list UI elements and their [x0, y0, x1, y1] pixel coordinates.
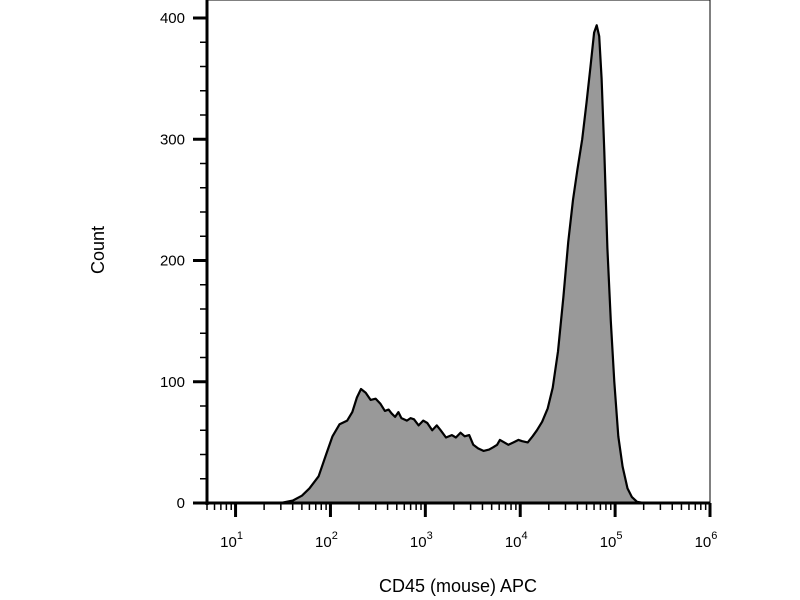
- x-tick-label: 101: [220, 530, 243, 551]
- y-tick-label: 300: [160, 131, 185, 148]
- histogram-fill: [280, 25, 644, 504]
- x-tick-label: 103: [410, 530, 433, 551]
- y-axis: 0 100 200 300 400: [160, 0, 209, 512]
- x-tick-label: 105: [600, 530, 623, 551]
- plot-frame: [206, 0, 711, 504]
- y-tick-label: 400: [160, 10, 185, 27]
- x-tick-label: 106: [695, 530, 718, 551]
- y-tick-label: 100: [160, 374, 185, 391]
- x-axis-title: CD45 (mouse) APC: [379, 576, 537, 596]
- x-tick-label: 104: [505, 530, 528, 551]
- histogram-area-layer: [280, 24, 644, 505]
- x-axis: 101 102 103 104 105 106: [205, 501, 718, 551]
- x-tick-label: 102: [315, 530, 338, 551]
- y-axis-title: Count: [88, 226, 108, 274]
- histogram-outline: [280, 24, 644, 505]
- y-tick-label: 0: [177, 495, 185, 512]
- y-tick-label: 200: [160, 253, 185, 270]
